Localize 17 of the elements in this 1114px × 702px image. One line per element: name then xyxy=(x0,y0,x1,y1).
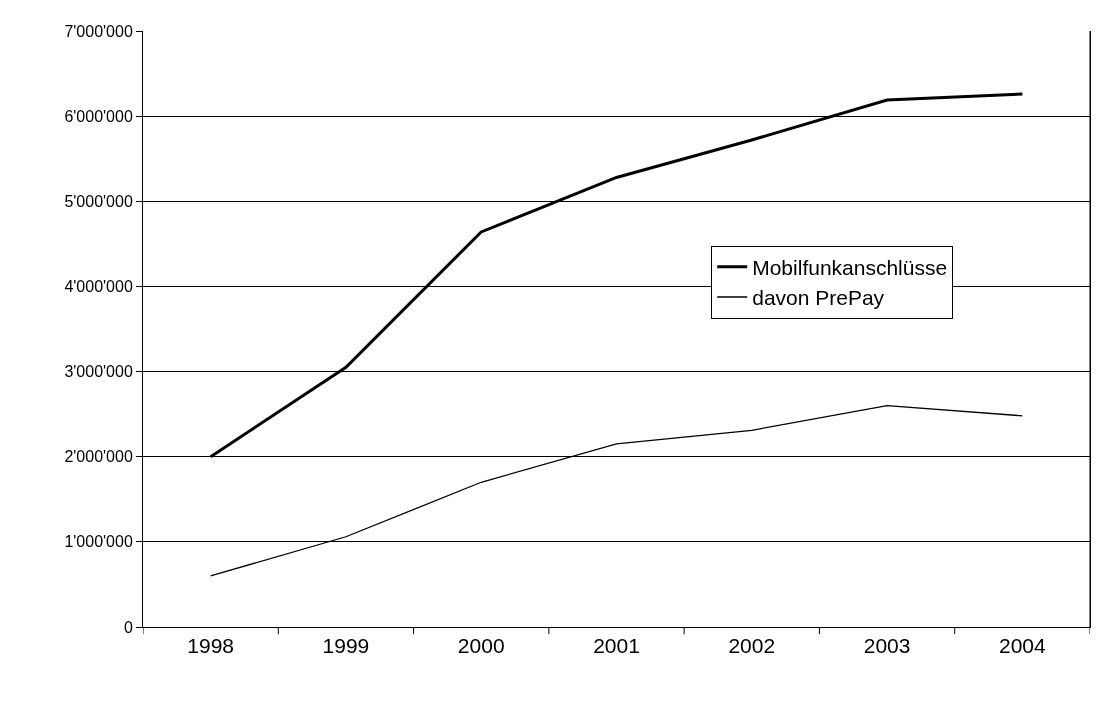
legend-label: davon PrePay xyxy=(752,286,885,310)
y-tick-label: 5'000'000 xyxy=(64,192,133,210)
x-tick-label: 2001 xyxy=(593,634,640,658)
x-tick-label: 1999 xyxy=(322,634,370,658)
y-tick-label: 3'000'000 xyxy=(64,363,133,381)
y-tick-label: 2'000'000 xyxy=(64,448,133,466)
y-tick-label: 6'000'000 xyxy=(64,107,133,125)
y-tick-label: 1'000'000 xyxy=(64,533,133,551)
x-tick-label: 2003 xyxy=(863,634,911,658)
y-tick-label: 0 xyxy=(123,618,133,636)
x-tick-label: 2002 xyxy=(728,634,776,658)
x-tick-label: 2000 xyxy=(457,634,505,658)
y-tick-label: 7'000'000 xyxy=(64,22,133,40)
legend-label: Mobilfunkanschlüsse xyxy=(752,255,948,279)
y-tick-label: 4'000'000 xyxy=(64,278,133,296)
x-tick-label: 1998 xyxy=(187,634,234,658)
x-tick-label: 2004 xyxy=(999,634,1047,658)
